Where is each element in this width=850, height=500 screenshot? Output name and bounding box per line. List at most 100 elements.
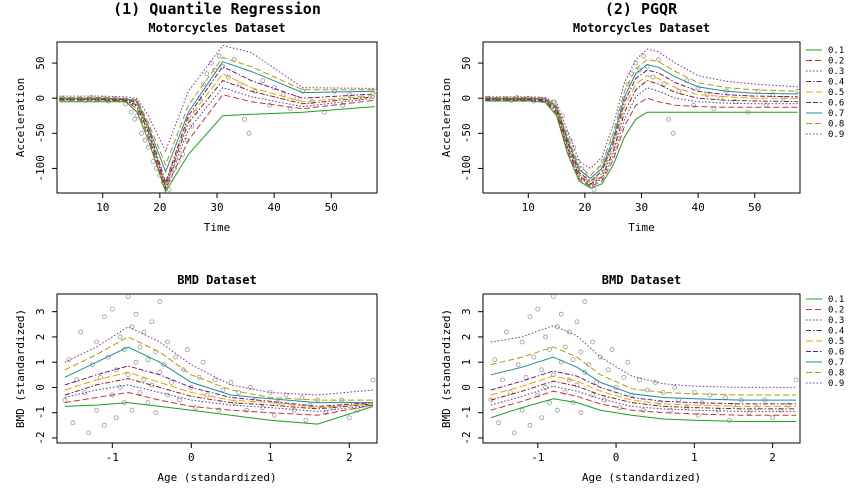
- data-point: [113, 415, 119, 421]
- x-tick-label: 20: [578, 201, 591, 214]
- data-point: [145, 357, 151, 363]
- data-point: [519, 407, 525, 413]
- quantile-curve-0.6: [485, 69, 798, 182]
- quantile-curve-0.8: [64, 336, 373, 401]
- x-tick-label: 30: [210, 201, 223, 214]
- data-point: [507, 390, 513, 395]
- data-point: [574, 382, 580, 388]
- data-point: [220, 387, 226, 393]
- data-point: [539, 367, 545, 373]
- legend-label-0.5: 0.5: [828, 337, 844, 347]
- y-tick-label: 0: [34, 384, 47, 391]
- data-point: [129, 324, 135, 330]
- data-point: [252, 88, 258, 94]
- data-point: [672, 385, 678, 390]
- data-point: [661, 81, 667, 87]
- y-tick-label: -50: [34, 123, 47, 143]
- quantile-curves: [490, 325, 797, 422]
- data-point: [153, 410, 159, 416]
- y-axis-label: BMD (standardized): [440, 309, 453, 428]
- data-point: [778, 407, 783, 413]
- data-point: [691, 102, 696, 108]
- y-tick-label: 1: [460, 359, 473, 366]
- x-tick-label: 50: [748, 201, 761, 214]
- legend-label-0.7: 0.7: [828, 109, 844, 119]
- quantile-curve-0.8: [490, 346, 797, 396]
- data-point: [173, 354, 178, 360]
- quantile-curve-0.2: [490, 390, 797, 416]
- quantile-curve-0.7: [485, 63, 798, 179]
- data-point: [267, 390, 273, 395]
- data-point: [670, 130, 676, 136]
- quantile-curve-0.4: [59, 80, 375, 188]
- legend-label-0.9: 0.9: [828, 130, 844, 140]
- data-point: [86, 430, 92, 436]
- data-point: [188, 385, 194, 390]
- quantile-curve-0.2: [485, 97, 798, 188]
- data-point: [770, 92, 776, 98]
- data-point: [246, 130, 252, 136]
- data-point: [637, 377, 642, 383]
- x-tick-label: -1: [106, 451, 119, 464]
- data-point: [523, 374, 529, 380]
- x-axis-label: Time: [204, 221, 231, 234]
- data-point: [644, 387, 650, 393]
- x-tick-label: -1: [531, 451, 544, 464]
- data-point: [566, 329, 572, 335]
- quantile-curve-0.1: [59, 101, 375, 193]
- y-tick-label: 3: [460, 308, 473, 315]
- y-tick-label: 0: [460, 95, 473, 102]
- data-point: [547, 400, 552, 405]
- data-point: [562, 344, 568, 350]
- quantile-curve-0.4: [490, 380, 797, 410]
- y-axis-label: Acceleration: [440, 78, 453, 157]
- data-point: [636, 67, 642, 73]
- x-tick-label: 30: [635, 201, 648, 214]
- data-point: [237, 81, 243, 87]
- data-point: [145, 400, 151, 405]
- data-points: [488, 294, 799, 436]
- plot-frame: [482, 293, 801, 444]
- y-tick-label: 2: [460, 334, 473, 341]
- heading-quantile-regression: (1) Quantile Regression: [113, 0, 321, 18]
- x-tick-label: 20: [153, 201, 166, 214]
- data-point: [113, 367, 119, 373]
- chart-panel-1: Motorcycles Dataset 10 20 30 40 50 -100 -50 0 50 T…: [14, 21, 378, 234]
- data-point: [598, 354, 603, 360]
- data-point: [579, 166, 584, 171]
- data-point: [154, 166, 159, 171]
- data-point: [496, 420, 502, 426]
- data-point: [189, 123, 195, 129]
- data-point: [132, 116, 138, 122]
- data-point: [656, 57, 661, 62]
- quantile-curve-0.1: [490, 398, 797, 422]
- quantile-curve-0.6: [490, 370, 797, 405]
- data-point: [605, 367, 611, 373]
- data-point: [718, 95, 724, 101]
- data-point: [691, 390, 697, 395]
- data-point: [707, 392, 713, 398]
- panel-title: BMD Dataset: [602, 273, 681, 287]
- data-point: [102, 314, 107, 320]
- y-tick-label: 0: [34, 95, 47, 102]
- data-point: [169, 379, 174, 385]
- data-point: [723, 395, 729, 400]
- data-point: [94, 339, 99, 345]
- y-tick-label: 0: [460, 384, 473, 391]
- data-point: [141, 329, 147, 335]
- data-point: [177, 397, 182, 403]
- data-point: [196, 374, 202, 380]
- data-point: [641, 53, 647, 59]
- x-tick-label: 2: [346, 451, 353, 464]
- quantile-curve-0.7: [59, 61, 375, 174]
- data-point: [519, 339, 525, 345]
- data-point: [165, 339, 171, 345]
- data-point: [590, 339, 595, 345]
- quantile-curve-0.8: [485, 59, 798, 177]
- data-point: [291, 407, 297, 413]
- y-tick-label: 2: [34, 334, 47, 341]
- quantile-curve-0.3: [64, 384, 374, 412]
- quantile-curve-0.1: [485, 100, 798, 189]
- data-point: [78, 329, 84, 335]
